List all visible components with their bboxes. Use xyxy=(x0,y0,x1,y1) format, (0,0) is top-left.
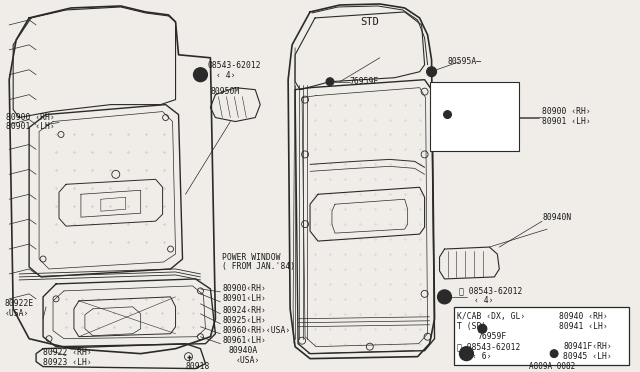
Text: 80901‹LH›: 80901‹LH› xyxy=(222,294,266,303)
Text: 76959F: 76959F xyxy=(477,332,507,341)
Text: 80940A: 80940A xyxy=(228,346,258,355)
Circle shape xyxy=(478,324,487,333)
Text: 80900 ‹RH›: 80900 ‹RH› xyxy=(6,113,55,122)
Circle shape xyxy=(550,350,558,357)
Text: 80922E: 80922E xyxy=(4,299,33,308)
Text: S: S xyxy=(198,72,203,78)
Text: 76959F: 76959F xyxy=(350,77,379,86)
Text: ‹ 4›: ‹ 4› xyxy=(474,296,494,305)
Text: 80940N: 80940N xyxy=(542,213,572,222)
Text: ‹USA›: ‹USA› xyxy=(236,356,260,365)
Circle shape xyxy=(326,78,334,86)
Text: 80922 ‹RH›: 80922 ‹RH› xyxy=(43,348,92,357)
Text: ‹ 4›: ‹ 4› xyxy=(216,71,236,80)
Text: S: S xyxy=(464,351,468,357)
Text: 80900‹RH›: 80900‹RH› xyxy=(222,284,266,294)
Circle shape xyxy=(193,68,207,82)
Text: 80900 ‹RH›: 80900 ‹RH› xyxy=(542,107,591,116)
Bar xyxy=(454,307,629,365)
Text: 80945 ‹LH›: 80945 ‹LH› xyxy=(563,352,612,361)
Text: 80941F‹RH›: 80941F‹RH› xyxy=(563,342,612,351)
Text: K/CAB ‹DX, GL›: K/CAB ‹DX, GL› xyxy=(458,312,525,321)
Text: A809A 0082: A809A 0082 xyxy=(529,362,575,371)
Text: 80925‹LH›: 80925‹LH› xyxy=(222,316,266,325)
Text: 80940 ‹RH›: 80940 ‹RH› xyxy=(559,312,608,321)
Text: 08543-62012: 08543-62012 xyxy=(207,61,261,70)
Text: Ⓢ 08543-62012: Ⓢ 08543-62012 xyxy=(460,286,523,295)
Text: 80900A: 80900A xyxy=(447,95,477,104)
Text: POWER WINDOW: POWER WINDOW xyxy=(222,253,281,262)
Text: ‹USA›: ‹USA› xyxy=(4,309,29,318)
Circle shape xyxy=(427,67,436,77)
Text: T (SP): T (SP) xyxy=(458,322,487,331)
Text: 80901 ‹LH›: 80901 ‹LH› xyxy=(6,122,55,131)
Bar xyxy=(429,82,519,151)
Circle shape xyxy=(438,290,451,304)
Text: 80941 ‹LH›: 80941 ‹LH› xyxy=(559,322,608,331)
Text: S: S xyxy=(442,294,447,300)
Text: 80923 ‹LH›: 80923 ‹LH› xyxy=(43,358,92,367)
Text: 80961‹LH›: 80961‹LH› xyxy=(222,336,266,345)
Circle shape xyxy=(444,110,451,119)
Text: 80950M: 80950M xyxy=(211,87,239,96)
Circle shape xyxy=(460,347,474,360)
Text: ‹ 6›: ‹ 6› xyxy=(472,352,492,361)
Text: 80924‹RH›: 80924‹RH› xyxy=(222,306,266,315)
Text: Ⓢ 08543-62012: Ⓢ 08543-62012 xyxy=(458,342,521,351)
Text: 80901 ‹LH›: 80901 ‹LH› xyxy=(542,117,591,126)
Text: 80918: 80918 xyxy=(186,362,210,371)
Text: ( FROM JAN.'84): ( FROM JAN.'84) xyxy=(222,263,296,272)
Text: 80960‹RH›‹USA›: 80960‹RH›‹USA› xyxy=(222,326,291,335)
Text: STD: STD xyxy=(360,17,379,27)
Text: 80595A—: 80595A— xyxy=(447,57,482,66)
